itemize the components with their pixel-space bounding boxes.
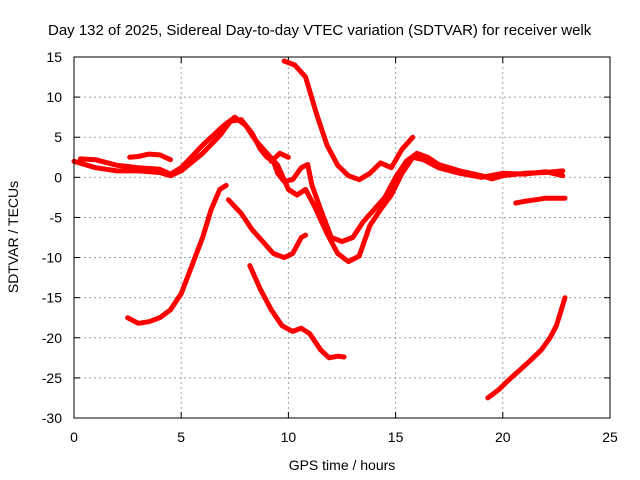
x-tick-label: 20: [495, 429, 511, 445]
x-tick-label: 5: [177, 429, 185, 445]
series-lower-a: [125, 182, 229, 326]
y-tick-label: 10: [46, 89, 62, 105]
x-tick-labels: 0 5 10 15 20 25: [70, 429, 618, 445]
y-tick-label: 0: [54, 169, 62, 185]
y-tick-label: 15: [46, 49, 62, 65]
grid-lines: [74, 57, 610, 418]
series-upper-b: [268, 150, 291, 164]
y-tick-label: -30: [42, 410, 62, 426]
series-upper-a: [281, 58, 416, 183]
series-lower-c: [485, 295, 568, 401]
y-tick-label: -20: [42, 330, 62, 346]
y-tick-label: -15: [42, 290, 62, 306]
plot-frame: [73, 56, 611, 419]
y-tick-label: -5: [50, 209, 63, 225]
series-mid-a: [225, 197, 309, 261]
y-tick-label: -25: [42, 370, 62, 386]
series-baseline-a: [71, 117, 566, 244]
series-hump-a: [127, 151, 173, 163]
x-axis-label: GPS time / hours: [289, 457, 396, 473]
series-baseline-b: [77, 114, 566, 265]
y-axis-label: SDTVAR / TECUs: [5, 181, 21, 293]
x-tick-label: 15: [388, 429, 404, 445]
y-tick-label: 5: [54, 129, 62, 145]
y-tick-label: -10: [42, 250, 62, 266]
data-series: [71, 58, 568, 401]
series-lower-b: [247, 263, 347, 361]
x-tick-label: 0: [70, 429, 78, 445]
y-tick-labels: -30 -25 -20 -15 -10 -5 0 5 10 15: [42, 49, 62, 426]
x-tick-label: 10: [281, 429, 297, 445]
series-mid-b: [513, 195, 568, 206]
chart-title: Day 132 of 2025, Sidereal Day-to-day VTE…: [48, 22, 592, 39]
x-tick-label: 25: [602, 429, 618, 445]
